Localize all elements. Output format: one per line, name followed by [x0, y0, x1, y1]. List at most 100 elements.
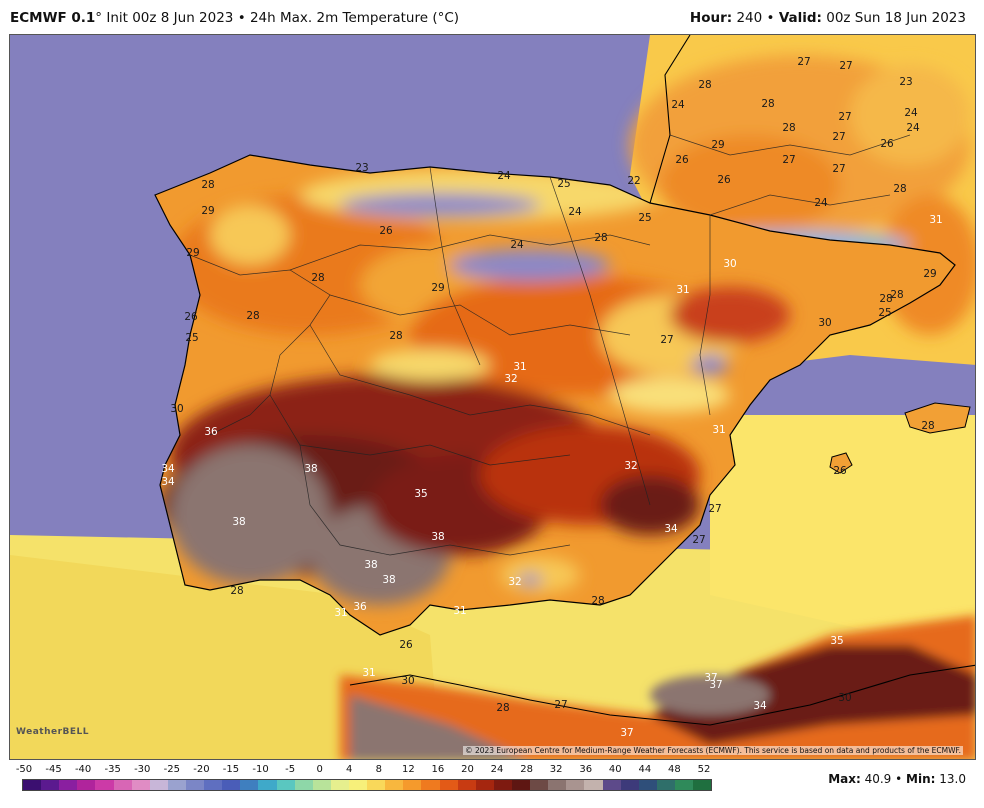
time-separator: • — [766, 10, 775, 26]
model-name: ECMWF 0.1 — [10, 10, 96, 26]
temp-label: 29 — [186, 247, 199, 259]
temp-label: 31 — [334, 607, 347, 619]
temp-label: 29 — [923, 268, 936, 280]
scale-tick-label: 36 — [579, 764, 593, 775]
scale-ticks: -50 -45 -40 -35 -30 -25 -20 -15 -10 -5 0 4 8 12 16 20 24… — [14, 764, 714, 778]
scale-swatch — [77, 780, 96, 790]
temp-label: 24 — [906, 122, 920, 134]
scale-swatch — [330, 780, 349, 790]
temp-label: 24 — [568, 206, 582, 218]
temp-label: 29 — [431, 282, 444, 294]
valid-label: Valid: — [778, 10, 822, 26]
iberia-coastline — [154, 154, 956, 636]
southwest-sea — [10, 555, 440, 759]
scale-swatch — [385, 780, 404, 790]
temp-label: 28 — [591, 595, 604, 607]
scale-tick-label: -50 — [15, 764, 33, 775]
scale-swatch — [439, 780, 458, 790]
scale-tick-label: -10 — [252, 764, 269, 775]
scale-tick-label: -20 — [193, 764, 210, 775]
scale-tick-label: 0 — [316, 764, 323, 775]
temp-label: 34 — [753, 700, 767, 712]
temp-label: 28 — [698, 79, 711, 91]
scale-swatch — [638, 780, 657, 790]
header-bar: ECMWF 0.1° Init 00z 8 Jun 2023 • 24h Max… — [0, 0, 984, 34]
temp-label: 31 — [513, 361, 526, 373]
france-coastline — [649, 35, 691, 204]
temp-label: 27 — [832, 163, 845, 175]
temp-label: 37 — [704, 672, 717, 684]
scale-swatch — [511, 780, 531, 790]
scale-tick-label: -15 — [222, 764, 240, 775]
map-title: ECMWF 0.1° Init 00z 8 Jun 2023 • 24h Max… — [10, 10, 459, 26]
scale-swatch — [204, 780, 223, 790]
temp-label: 38 — [364, 559, 377, 571]
scale-swatch — [240, 780, 259, 790]
temp-label: 38 — [304, 463, 317, 475]
scale-swatch — [548, 780, 567, 790]
temp-label: 27 — [708, 503, 721, 515]
scale-swatch — [222, 780, 241, 790]
temp-label: 34 — [664, 523, 678, 535]
temp-label: 24 — [497, 170, 511, 182]
temp-label: 28 — [246, 310, 259, 322]
scale-tick-label: -40 — [74, 764, 92, 775]
iberia-temperature-field — [160, 169, 790, 605]
scale-tick-label: 44 — [638, 764, 652, 775]
temp-label: 31 — [929, 214, 942, 226]
scale-tick-label: 8 — [375, 764, 382, 775]
scale-swatch — [530, 780, 549, 790]
scale-tick-label: 32 — [549, 764, 563, 775]
temp-label: 27 — [660, 334, 673, 346]
temperature-labels: 28 29 29 23 24 25 22 24 25 26 28 24 30 3… — [161, 56, 942, 739]
africa-coastline — [349, 664, 975, 726]
scale-tick-label: -5 — [285, 764, 296, 775]
hour-label: Hour: — [689, 10, 733, 26]
temp-label: 30 — [401, 675, 414, 687]
scale-swatch — [131, 780, 150, 790]
scale-tick-label: 4 — [346, 764, 353, 775]
scale-tick-label: -35 — [104, 764, 121, 775]
temp-label: 27 — [554, 699, 567, 711]
temp-label: 38 — [232, 516, 245, 528]
temp-label: 25 — [557, 178, 570, 190]
scale-tick-label: 12 — [401, 764, 415, 775]
temp-label: 29 — [201, 205, 214, 217]
temp-label: 28 — [201, 179, 214, 191]
scale-swatch — [584, 780, 603, 790]
scale-tick-label: 48 — [668, 764, 681, 775]
temp-label: 35 — [830, 635, 843, 647]
scale-swatch — [23, 780, 42, 790]
scale-tick-label: 24 — [490, 764, 504, 775]
temp-label: 35 — [414, 488, 427, 500]
temperature-map[interactable]: 28 29 29 23 24 25 22 24 25 26 28 24 30 3… — [9, 34, 976, 760]
scale-swatch — [475, 780, 494, 790]
mallorca-island — [904, 402, 971, 434]
temp-label: 26 — [675, 154, 689, 166]
temp-label: 37 — [709, 679, 722, 691]
scale-swatch — [312, 780, 331, 790]
hour-value: 240 — [736, 10, 763, 26]
title-separator: • — [237, 10, 246, 26]
max-min-stats: Max: 40.9 • Min: 13.0 — [828, 772, 966, 786]
temp-label: 24 — [510, 239, 524, 251]
scale-tick-label: 28 — [520, 764, 533, 775]
scale-swatch — [674, 780, 694, 790]
temp-label: 23 — [899, 76, 912, 88]
scale-swatch — [566, 780, 585, 790]
scale-swatch — [602, 780, 621, 790]
scale-swatch — [421, 780, 440, 790]
scale-tick-label: -25 — [163, 764, 180, 775]
temp-label: 28 — [389, 330, 402, 342]
scale-swatch — [113, 780, 132, 790]
temp-label: 24 — [904, 107, 918, 119]
temp-label: 24 — [671, 99, 685, 111]
map-canvas: 28 29 29 23 24 25 22 24 25 26 28 24 30 3… — [10, 35, 975, 759]
temp-label: 23 — [355, 162, 368, 174]
temp-label: 25 — [185, 332, 198, 344]
degree-sign: ° — [95, 10, 103, 26]
scale-swatch — [294, 780, 313, 790]
temp-label: 31 — [362, 667, 375, 679]
temp-label: 31 — [676, 284, 689, 296]
scale-swatch — [185, 780, 205, 790]
